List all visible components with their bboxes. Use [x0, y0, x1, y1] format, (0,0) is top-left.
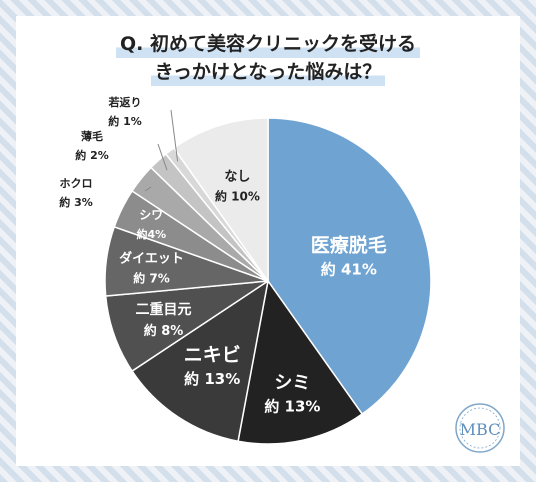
leader-line: [157, 143, 168, 171]
slice-value-label: 約 7%: [133, 271, 170, 286]
chart-title: Q. 初めて美容クリニックを受ける きっかけとなった悩みは？: [16, 30, 520, 86]
pie-slice-10: [172, 117, 269, 284]
chart-title-line-1: Q. 初めて美容クリニックを受ける: [116, 30, 420, 58]
slice-label: 若返り: [109, 95, 142, 109]
slice-value-label: 約 13%: [264, 398, 320, 416]
chart-title-line-2: きっかけとなった悩みは？: [150, 58, 386, 86]
slice-value-label: 約4%: [136, 227, 166, 241]
pie-slice-3: [131, 279, 270, 443]
leader-lines: [144, 109, 179, 192]
slice-label: ダイエット: [119, 251, 184, 267]
slice-value-label: 約 41%: [321, 260, 377, 278]
slice-label: 薄毛: [81, 129, 103, 143]
slice-value-label: 約 10%: [215, 189, 260, 204]
slice-value-label: 約 1%: [108, 114, 142, 128]
mbc-logo: MBC: [455, 403, 505, 453]
slice-label: なし: [224, 170, 250, 185]
slice-value-label: 約 8%: [144, 323, 184, 339]
slice-value-label: 約 13%: [184, 370, 240, 388]
slice-label: 医療脱毛: [311, 233, 387, 256]
slice-value-label: 約 3%: [59, 195, 93, 209]
slice-label: ニキビ: [184, 344, 241, 366]
mbc-logo-text: MBC: [460, 420, 501, 439]
slice-label: シミ: [274, 373, 310, 394]
leader-line: [170, 109, 179, 162]
pie-slices: [104, 117, 432, 445]
pie-slice-1: [267, 117, 432, 416]
slice-label: 二重目元: [136, 301, 192, 318]
leader-line: [144, 186, 152, 192]
slice-label: シワ: [139, 208, 163, 222]
pie-slice-2: [237, 279, 364, 445]
slice-label: ホクロ: [60, 177, 93, 190]
slice-value-label: 約 2%: [75, 148, 109, 162]
